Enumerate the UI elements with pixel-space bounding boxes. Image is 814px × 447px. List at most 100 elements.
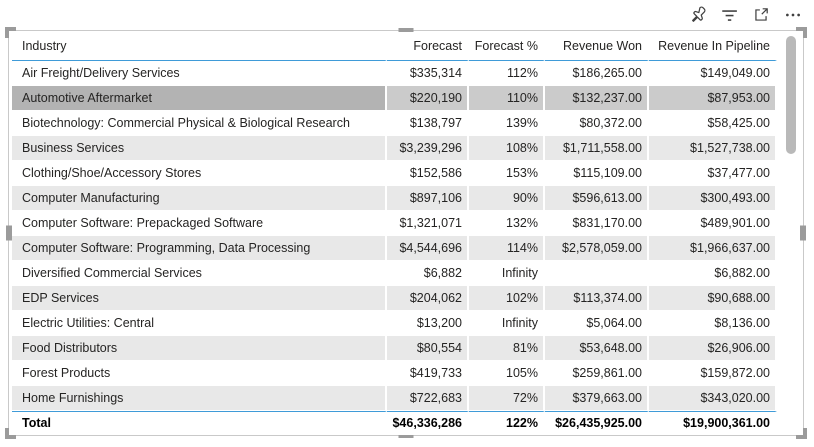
value-cell [545,261,649,286]
industry-cell: Air Freight/Delivery Services [12,61,387,86]
table-row[interactable]: Computer Software: Prepackaged Software $… [12,211,777,236]
value-cell: $259,861.00 [545,361,649,386]
table-row[interactable]: Business Services $3,239,296 108% $1,711,55… [12,136,777,161]
filter-icon[interactable] [720,6,738,24]
value-cell: $4,544,696 [387,236,469,261]
value-cell: $37,477.00 [649,161,777,186]
value-cell: 112% [469,61,545,86]
table-row[interactable]: Diversified Commercial Services $6,882 Inf… [12,261,777,286]
industry-cell: Clothing/Shoe/Accessory Stores [12,161,387,186]
resize-handle-left-middle[interactable] [6,225,12,241]
value-cell: Infinity [469,261,545,286]
value-cell: $186,265.00 [545,61,649,86]
value-cell: $149,049.00 [649,61,777,86]
total-label: Total [12,411,387,435]
value-cell: $379,663.00 [545,386,649,411]
value-cell: $58,425.00 [649,111,777,136]
value-cell: $220,190 [387,86,469,111]
value-cell: $138,797 [387,111,469,136]
total-revenue-in-pipeline: $19,900,361.00 [649,411,777,435]
value-cell: 105% [469,361,545,386]
more-options-icon[interactable] [784,6,802,24]
value-cell: $152,586 [387,161,469,186]
column-header-forecast[interactable]: Forecast [387,32,469,61]
value-cell: $489,901.00 [649,211,777,236]
industry-cell: Electric Utilities: Central [12,311,387,336]
visual-header-toolbar [688,6,802,24]
value-cell: $596,613.00 [545,186,649,211]
value-cell: $3,239,296 [387,136,469,161]
value-cell: $13,200 [387,311,469,336]
total-revenue-won: $26,435,925.00 [545,411,649,435]
table-visual[interactable]: Industry Forecast Forecast % Revenue Won… [5,27,807,439]
column-header-forecast-pct[interactable]: Forecast % [469,32,545,61]
vertical-scrollbar-thumb[interactable] [786,36,796,154]
value-cell: 72% [469,386,545,411]
value-cell: $6,882 [387,261,469,286]
value-cell: $87,953.00 [649,86,777,111]
resize-handle-top-center[interactable] [398,28,414,34]
resize-handle-bottom-left[interactable] [5,428,16,439]
resize-handle-bottom-right[interactable] [796,428,807,439]
table-row[interactable]: Food Distributors $80,554 81% $53,648.00 $26… [12,336,777,361]
table-row[interactable]: Automotive Aftermarket $220,190 110% $132,2… [12,86,777,111]
value-cell: 102% [469,286,545,311]
value-cell: $831,170.00 [545,211,649,236]
value-cell: $8,136.00 [649,311,777,336]
value-cell: $26,906.00 [649,336,777,361]
total-forecast-pct: 122% [469,411,545,435]
resize-handle-bottom-center[interactable] [398,432,414,438]
value-cell: 139% [469,111,545,136]
value-cell: $204,062 [387,286,469,311]
resize-handle-top-left[interactable] [5,27,16,38]
value-cell: 132% [469,211,545,236]
value-cell: $90,688.00 [649,286,777,311]
industry-cell: Food Distributors [12,336,387,361]
industry-cell: Automotive Aftermarket [12,86,387,111]
focus-mode-icon[interactable] [752,6,770,24]
industry-cell: Computer Software: Prepackaged Software [12,211,387,236]
value-cell: $115,109.00 [545,161,649,186]
table-row[interactable]: Clothing/Shoe/Accessory Stores $152,586 15… [12,161,777,186]
value-cell: $5,064.00 [545,311,649,336]
table-header-row: Industry Forecast Forecast % Revenue Won… [12,32,777,61]
value-cell: $722,683 [387,386,469,411]
table-row[interactable]: Forest Products $419,733 105% $259,861.00 $1… [12,361,777,386]
value-cell: $897,106 [387,186,469,211]
data-table: Industry Forecast Forecast % Revenue Won… [12,32,777,435]
table-row[interactable]: Computer Software: Programming, Data Pro… [12,236,777,261]
table-row[interactable]: Home Furnishings $722,683 72% $379,663.00 $3… [12,386,777,411]
value-cell: $80,554 [387,336,469,361]
industry-cell: EDP Services [12,286,387,311]
table-row[interactable]: Biotechnology: Commercial Physical & Bio… [12,111,777,136]
value-cell: 114% [469,236,545,261]
value-cell: 108% [469,136,545,161]
table-row[interactable]: Electric Utilities: Central $13,200 Infini… [12,311,777,336]
value-cell: $1,711,558.00 [545,136,649,161]
value-cell: $159,872.00 [649,361,777,386]
industry-cell: Computer Manufacturing [12,186,387,211]
industry-cell: Business Services [12,136,387,161]
resize-handle-right-middle[interactable] [800,225,806,241]
total-forecast: $46,336,286 [387,411,469,435]
value-cell: 110% [469,86,545,111]
column-header-revenue-in-pipeline[interactable]: Revenue In Pipeline [649,32,777,61]
pin-visual-icon[interactable] [688,6,706,24]
value-cell: 90% [469,186,545,211]
table-total-row: Total $46,336,286 122% $26,435,925.00 $1… [12,411,777,435]
value-cell: $343,020.00 [649,386,777,411]
value-cell: $113,374.00 [545,286,649,311]
value-cell: $1,527,738.00 [649,136,777,161]
industry-cell: Diversified Commercial Services [12,261,387,286]
column-header-revenue-won[interactable]: Revenue Won [545,32,649,61]
value-cell: $1,321,071 [387,211,469,236]
resize-handle-top-right[interactable] [796,27,807,38]
table-row[interactable]: Air Freight/Delivery Services $335,314 112… [12,61,777,86]
table-row[interactable]: EDP Services $204,062 102% $113,374.00 $90,6… [12,286,777,311]
table-body: Air Freight/Delivery Services $335,314 112… [12,61,777,411]
table-row[interactable]: Computer Manufacturing $897,106 90% $596,61… [12,186,777,211]
column-header-industry[interactable]: Industry [12,32,387,61]
value-cell: $300,493.00 [649,186,777,211]
industry-cell: Biotechnology: Commercial Physical & Bio… [12,111,387,136]
